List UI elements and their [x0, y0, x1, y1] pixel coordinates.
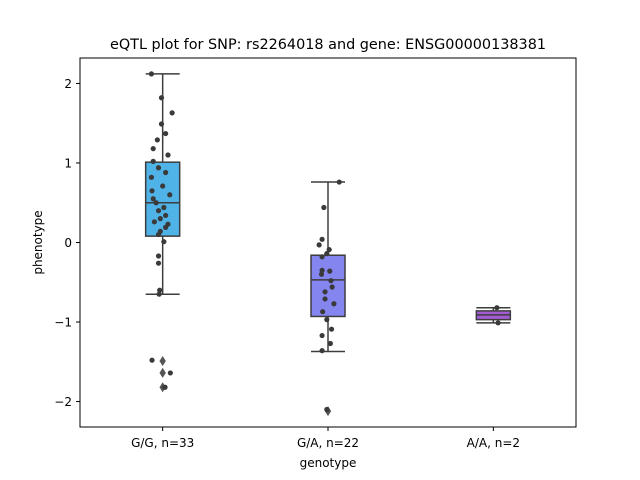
x-axis: G/G, n=33 G/A, n=22 A/A, n=2 [131, 427, 520, 450]
data-point [319, 236, 325, 242]
data-point [163, 224, 169, 230]
data-point [160, 183, 166, 189]
data-point [316, 242, 322, 248]
y-tick-label: −2 [54, 395, 72, 409]
data-point [327, 268, 333, 274]
y-tick-label: −1 [54, 316, 72, 330]
data-point [161, 204, 167, 211]
iqr-box [144, 161, 181, 237]
data-point [327, 340, 333, 347]
x-tick-label: G/G, n=33 [131, 436, 194, 450]
data-point [328, 278, 334, 284]
data-point [155, 260, 162, 266]
data-point [319, 348, 325, 354]
data-point [326, 247, 332, 253]
data-point [324, 251, 330, 257]
outlier-marker [159, 367, 166, 378]
data-point [162, 384, 168, 390]
chart-title: eQTL plot for SNP: rs2264018 and gene: E… [110, 37, 546, 53]
data-point [153, 200, 159, 206]
data-point [169, 110, 175, 116]
genotype-group [310, 179, 346, 417]
data-point [155, 231, 162, 238]
data-point [148, 174, 155, 180]
data-point [336, 179, 342, 185]
data-point [158, 121, 165, 127]
data-point [149, 188, 155, 194]
data-point [331, 301, 337, 307]
y-tick-label: 2 [64, 77, 72, 91]
plot-body [144, 71, 512, 417]
data-point [322, 289, 328, 295]
iqr-box [310, 254, 346, 318]
data-point [167, 192, 173, 198]
data-point [163, 212, 169, 219]
data-point [156, 291, 162, 297]
data-point [495, 320, 501, 326]
data-point [151, 219, 157, 225]
data-point [319, 267, 325, 273]
x-tick-label: G/A, n=22 [297, 436, 359, 450]
data-point [321, 204, 327, 211]
data-point [158, 95, 165, 101]
y-axis: −2 −1 0 1 2 [54, 77, 80, 409]
data-point [324, 406, 330, 413]
data-point [328, 326, 335, 332]
data-point [157, 216, 163, 222]
data-point [155, 165, 162, 171]
outlier-marker [159, 355, 166, 366]
data-point [167, 370, 173, 376]
data-point [150, 158, 156, 164]
data-point [149, 357, 155, 363]
data-point [324, 317, 330, 323]
data-point [161, 239, 167, 245]
data-point [157, 287, 163, 293]
data-point [148, 71, 155, 77]
data-point [320, 309, 326, 315]
data-point [329, 284, 335, 290]
y-tick-label: 0 [64, 236, 72, 250]
data-point [322, 296, 328, 302]
plot-frame [79, 57, 577, 428]
y-tick-label: 1 [64, 156, 72, 170]
data-point [319, 254, 325, 260]
data-point [319, 332, 325, 339]
data-point [150, 146, 156, 152]
data-point [163, 169, 169, 176]
data-point [155, 208, 162, 214]
data-point [150, 196, 156, 202]
data-point [165, 152, 171, 158]
genotype-group [144, 71, 181, 393]
data-point [318, 271, 325, 277]
x-tick-label: A/A, n=2 [467, 436, 520, 450]
data-point [163, 130, 169, 137]
x-axis-label: genotype [300, 456, 357, 470]
data-point [155, 253, 162, 259]
genotype-group [475, 305, 512, 326]
data-point [154, 137, 160, 143]
y-axis-label: phenotype [31, 210, 45, 274]
data-point [494, 305, 500, 311]
